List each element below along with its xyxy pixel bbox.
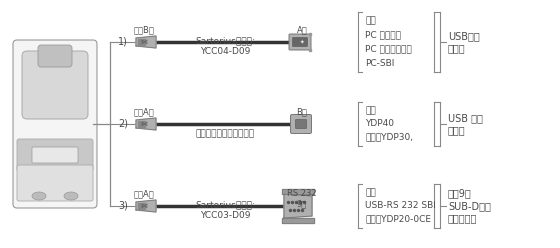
Polygon shape xyxy=(284,194,312,218)
Text: Sartorius订单号:
YCC04-D09: Sartorius订单号: YCC04-D09 xyxy=(195,36,255,56)
Polygon shape xyxy=(309,49,311,51)
Text: A型: A型 xyxy=(297,25,307,34)
Text: B型: B型 xyxy=(297,107,307,116)
Polygon shape xyxy=(138,39,145,45)
Text: 随仪器提供的打印机设备: 随仪器提供的打印机设备 xyxy=(195,129,255,138)
Text: ⋈: ⋈ xyxy=(141,203,147,209)
FancyBboxPatch shape xyxy=(32,147,78,163)
Polygon shape xyxy=(282,218,314,223)
FancyBboxPatch shape xyxy=(291,115,311,133)
Text: PC 文本格式: PC 文本格式 xyxy=(365,31,401,39)
FancyBboxPatch shape xyxy=(38,45,72,67)
Text: ⋈: ⋈ xyxy=(141,121,147,127)
Polygon shape xyxy=(136,36,156,48)
FancyBboxPatch shape xyxy=(292,37,307,47)
Text: RS 232
9针: RS 232 9针 xyxy=(287,189,317,208)
Text: Sartorius订单号:
YCC03-D09: Sartorius订单号: YCC03-D09 xyxy=(195,200,255,220)
Text: 1): 1) xyxy=(118,37,128,47)
Text: ✦: ✦ xyxy=(300,39,304,44)
Ellipse shape xyxy=(32,192,46,200)
FancyBboxPatch shape xyxy=(289,34,311,50)
Text: 迷你B型: 迷你B型 xyxy=(134,25,155,34)
Text: 迷你A型: 迷你A型 xyxy=(134,189,155,198)
Text: ⋈: ⋈ xyxy=(141,39,147,45)
Ellipse shape xyxy=(64,192,78,200)
Text: 2): 2) xyxy=(118,119,128,129)
Text: 3): 3) xyxy=(118,201,128,211)
Polygon shape xyxy=(138,121,145,127)
Text: 迷你A型: 迷你A型 xyxy=(134,107,155,116)
Text: 打印机YDP30,: 打印机YDP30, xyxy=(365,132,413,142)
Text: PC 电子表格格式: PC 电子表格格式 xyxy=(365,44,412,54)
Text: 关闭: 关闭 xyxy=(365,17,376,26)
Text: USB主机
（主）: USB主机 （主） xyxy=(448,31,480,53)
FancyBboxPatch shape xyxy=(17,139,93,171)
FancyBboxPatch shape xyxy=(17,165,93,201)
Text: 使用9针
SUB-D插头
的串行设备: 使用9针 SUB-D插头 的串行设备 xyxy=(448,188,491,223)
Text: USB 设备
（从）: USB 设备 （从） xyxy=(448,113,483,135)
Polygon shape xyxy=(309,33,311,35)
Text: 打印机YDP20-0CE: 打印机YDP20-0CE xyxy=(365,215,431,223)
Polygon shape xyxy=(138,203,145,209)
Text: 关闭: 关闭 xyxy=(365,188,376,197)
Polygon shape xyxy=(282,189,314,194)
Polygon shape xyxy=(136,118,156,130)
Text: 关闭: 关闭 xyxy=(365,106,376,116)
Polygon shape xyxy=(136,200,156,212)
Text: PC-SBI: PC-SBI xyxy=(365,59,394,67)
Text: USB-RS 232 SBI: USB-RS 232 SBI xyxy=(365,201,436,211)
Text: YDP40: YDP40 xyxy=(365,120,394,128)
FancyBboxPatch shape xyxy=(22,51,88,119)
FancyBboxPatch shape xyxy=(13,40,97,208)
FancyBboxPatch shape xyxy=(296,120,306,128)
